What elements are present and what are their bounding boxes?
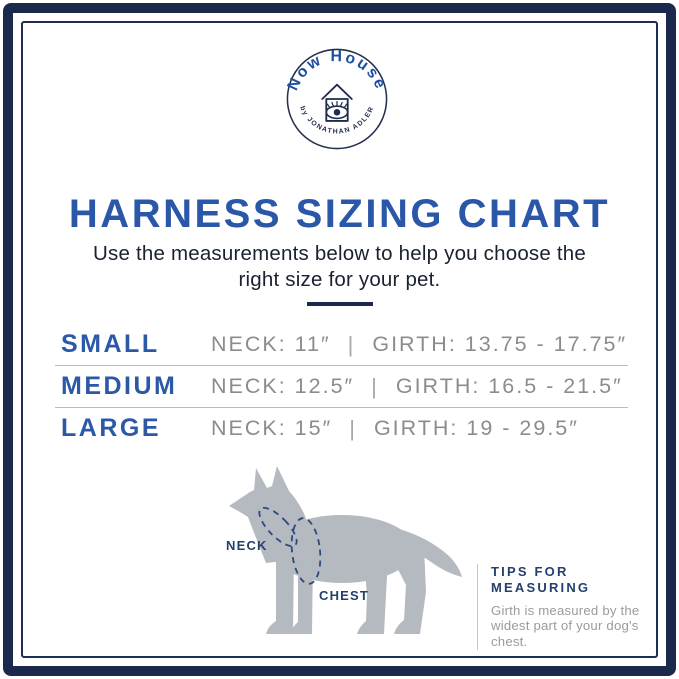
dog-silhouette: [229, 466, 462, 634]
size-label: SMALL: [61, 330, 160, 358]
tips-title: TIPS FOR MEASURING: [491, 564, 669, 597]
separator: |: [349, 415, 357, 441]
inner-thin-border: [21, 21, 658, 658]
tips-body-line-2: widest part of your dog's chest.: [491, 618, 639, 650]
tips-title-line-2: MEASURING: [491, 580, 591, 596]
neck-value: NECK: 12.5″: [211, 374, 355, 398]
subtitle-line-1: Use the measurements below to help you c…: [93, 242, 586, 265]
separator: |: [371, 373, 379, 399]
sizing-table: SMALL NECK: 11″ | GIRTH: 13.75 - 17.75″ …: [55, 324, 628, 449]
girth-value: GIRTH: 16.5 - 21.5″: [395, 374, 623, 398]
size-measurements: NECK: 15″ | GIRTH: 19 - 29.5″: [211, 416, 579, 442]
chest-measure-ellipse: [290, 517, 322, 585]
tips-body: Girth is measured by the widest part of …: [491, 603, 669, 651]
neck-value: NECK: 11″: [211, 332, 331, 356]
neck-diagram-label: NECK: [226, 538, 268, 553]
size-label: LARGE: [61, 414, 161, 442]
table-row-large: LARGE NECK: 15″ | GIRTH: 19 - 29.5″: [55, 408, 628, 449]
page-subtitle: Use the measurements below to help you c…: [0, 241, 679, 293]
neck-measure-ellipse: [258, 506, 298, 548]
outer-navy-border: [3, 3, 676, 676]
table-row-medium: MEDIUM NECK: 12.5″ | GIRTH: 16.5 - 21.5″: [55, 365, 628, 408]
neck-value: NECK: 15″: [211, 416, 333, 440]
subtitle-line-2: right size for your pet.: [238, 268, 441, 292]
girth-value: GIRTH: 19 - 29.5″: [373, 416, 579, 440]
girth-value: GIRTH: 13.75 - 17.75″: [372, 332, 628, 356]
tips-body-line-1: Girth is measured by the: [491, 602, 640, 618]
house-eye-icon: [321, 83, 353, 122]
now-house-logo: Now House by JONATHAN ADLER: [286, 48, 388, 150]
chest-diagram-label: CHEST: [319, 588, 370, 603]
size-label: MEDIUM: [61, 372, 178, 400]
tips-for-measuring: TIPS FOR MEASURING Girth is measured by …: [477, 564, 669, 651]
table-row-small: SMALL NECK: 11″ | GIRTH: 13.75 - 17.75″: [55, 324, 628, 365]
header-divider: [306, 302, 373, 306]
size-measurements: NECK: 11″ | GIRTH: 13.75 - 17.75″: [211, 332, 627, 358]
tips-title-line-1: TIPS FOR: [491, 564, 569, 579]
size-measurements: NECK: 12.5″ | GIRTH: 16.5 - 21.5″: [211, 374, 623, 400]
page-title: HARNESS SIZING CHART: [68, 192, 611, 236]
separator: |: [347, 331, 356, 357]
